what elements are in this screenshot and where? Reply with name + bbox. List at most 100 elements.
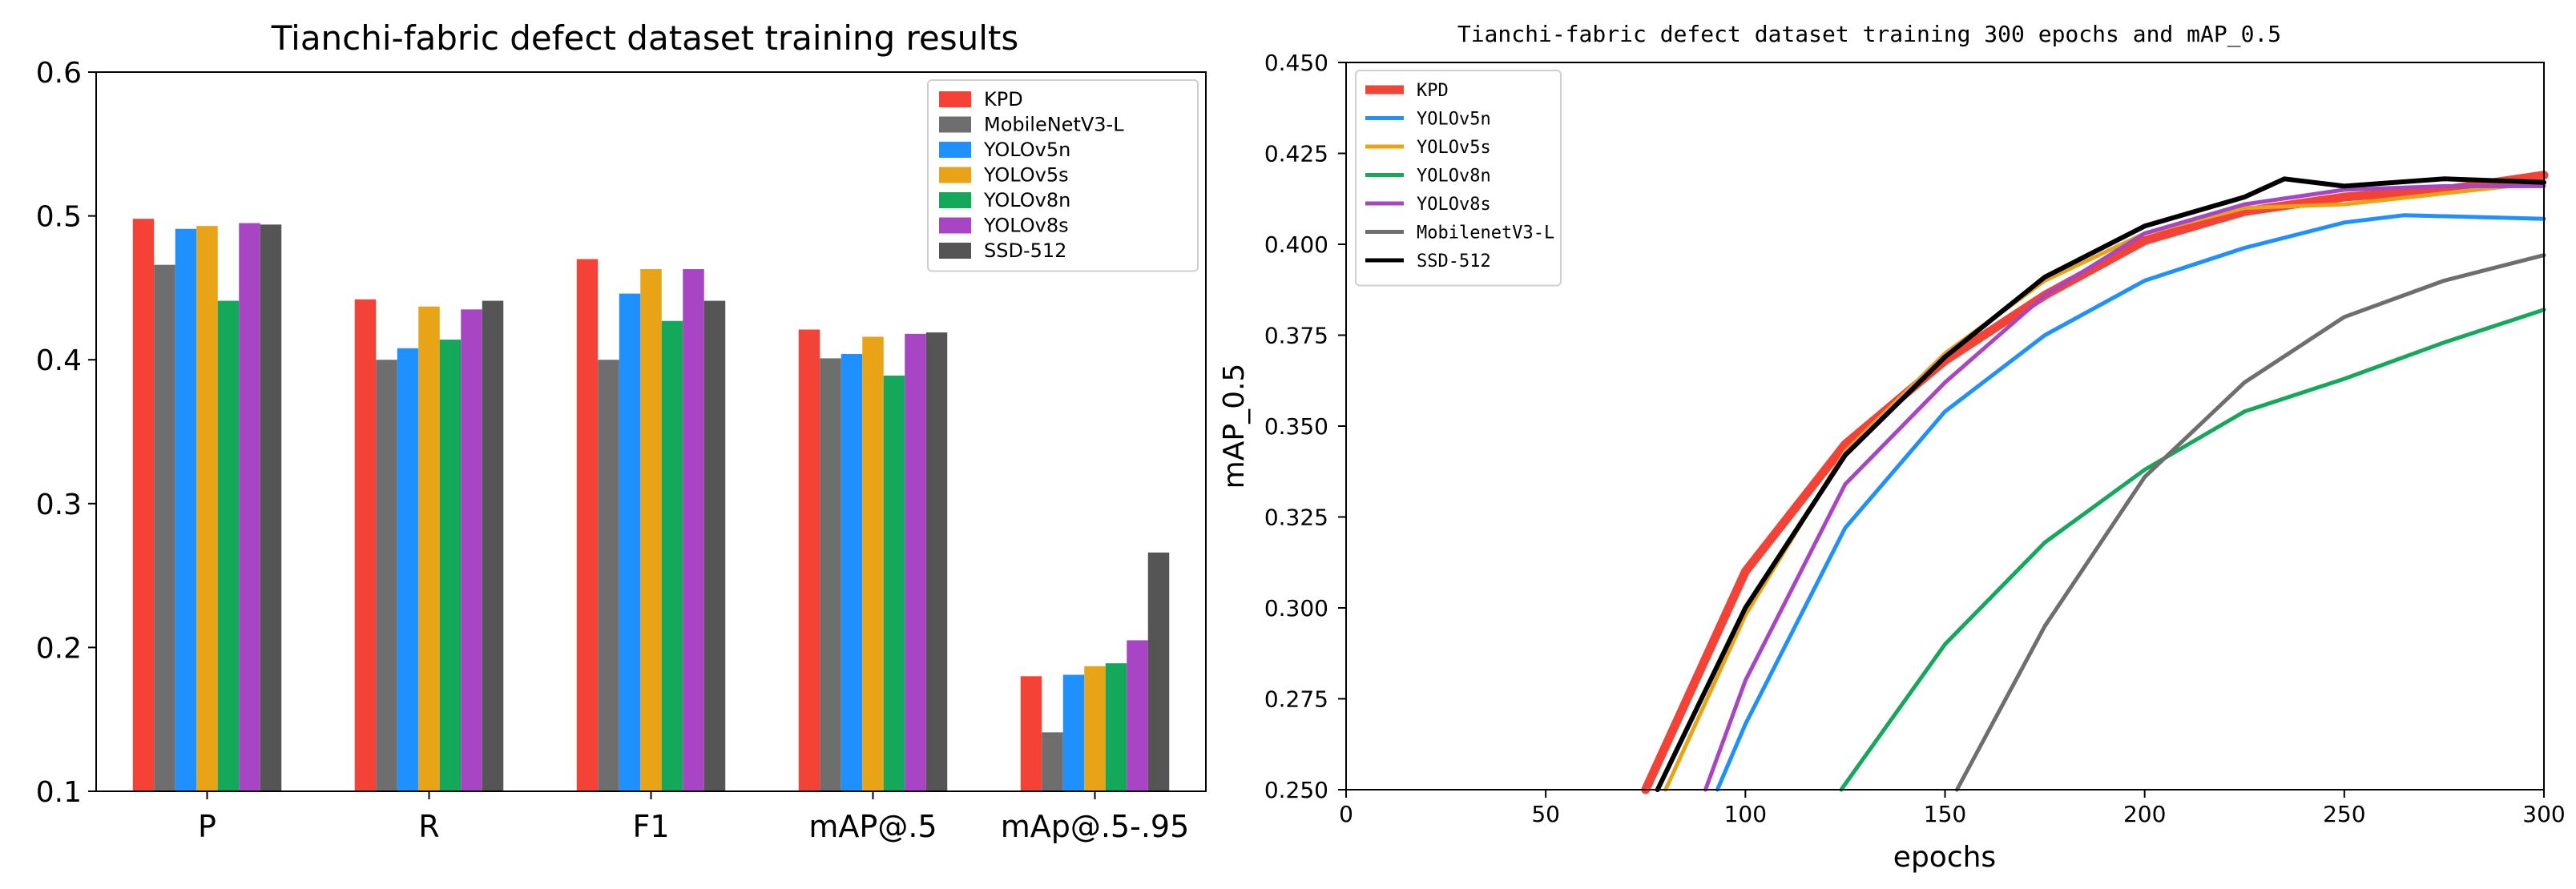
bar-kpd-map-5 (798, 329, 820, 791)
bar-yolov8s-map-5 (905, 333, 926, 791)
bar-ssd-512-map-5-95 (1147, 552, 1170, 791)
bar-x-tick-label: F1 (632, 809, 669, 844)
bar-mobilenetv3-l-f1 (598, 360, 619, 791)
bar-yolov5s-f1 (640, 269, 662, 791)
bar-kpd-r (354, 299, 377, 791)
bar-yolov5n-r (397, 348, 419, 791)
line-y-axis-label: mAP_0.5 (1218, 364, 1251, 489)
line-series-ssd-512 (1655, 176, 2546, 792)
bar-yolov8s-p (239, 223, 260, 792)
bar-yolov5n-p (175, 228, 197, 791)
legend-label-yolov5s: YOLOv5s (983, 164, 1069, 187)
legend-label-kpd: KPD (984, 88, 1023, 111)
bar-yolov8s-map-5-95 (1127, 640, 1148, 791)
line-y-tick-label: 0.300 (1264, 595, 1328, 621)
legend-label-yolov5s: YOLOv5s (1417, 138, 1491, 158)
bar-y-tick-label: 0.3 (36, 489, 82, 521)
bar-yolov5n-map-5-95 (1062, 674, 1085, 791)
line-y-tick-label: 0.450 (1264, 50, 1328, 76)
bar-x-tick-label: mAP@.5 (808, 809, 937, 844)
legend-swatch-kpd (939, 91, 971, 107)
line-series-yolov5s (1663, 180, 2546, 792)
line-chart: Tianchi-fabric defect dataset training 3… (1218, 21, 2566, 874)
bar-ssd-512-r (482, 300, 504, 792)
line-series-yolov8n (1839, 308, 2546, 792)
line-x-axis-label: epochs (1893, 841, 1996, 874)
line-plot-frame (1345, 62, 2545, 790)
bar-y-tick-label: 0.2 (36, 632, 82, 665)
legend-swatch-yolov8s (939, 217, 971, 234)
line-y-tick-label: 0.400 (1264, 231, 1328, 258)
line-y-tick-label: 0.375 (1264, 323, 1328, 349)
bar-kpd-map-5-95 (1020, 676, 1042, 791)
legend-label-yolov8n: YOLOv8n (1417, 167, 1491, 187)
line-marks (1641, 171, 2549, 794)
bar-yolov8s-r (461, 309, 482, 792)
bar-chart: Tianchi-fabric defect dataset training r… (36, 18, 1207, 844)
line-legend: KPD YOLOv5n YOLOv5s YOLOv8n YOLOv8s Mobilenet… (1355, 70, 1562, 287)
bar-marks (132, 219, 1170, 792)
bar-x-tick-label: P (198, 809, 216, 844)
bar-legend-box (927, 79, 1199, 272)
line-x-tick-label: 300 (2522, 801, 2565, 827)
bar-kpd-p (132, 219, 155, 791)
bar-plot-frame (95, 71, 1207, 792)
legend-label-yolov8n: YOLOv8n (983, 189, 1070, 211)
legend-label-yolov8s: YOLOv8s (983, 215, 1069, 237)
bar-y-axis: 0.1 0.2 0.3 0.4 0.5 0.6 (36, 57, 96, 809)
legend-swatch-mobilenetv3-l (939, 116, 971, 133)
legend-label-ssd-512: SSD-512 (1417, 251, 1491, 272)
bar-kpd-f1 (576, 259, 599, 792)
bar-yolov8s-f1 (683, 269, 704, 791)
bar-mobilenetv3-l-map-5-95 (1042, 732, 1063, 791)
line-series-kpd (1641, 171, 2549, 794)
line-y-tick-label: 0.250 (1264, 777, 1328, 803)
legend-label-mobilenetv3-l: MobilenetV3-L (1417, 223, 1554, 243)
line-x-tick-label: 250 (2323, 801, 2365, 827)
bar-mobilenetv3-l-r (376, 360, 397, 791)
bar-ssd-512-map-5 (925, 332, 948, 791)
legend-swatch-yolov5s (939, 167, 971, 183)
line-series-yolov8s (1703, 183, 2546, 792)
legend-label-yolov8s: YOLOv8s (1417, 195, 1491, 215)
legend-swatch-yolov5n (939, 142, 971, 158)
bar-yolov5n-f1 (619, 293, 641, 792)
line-y-tick-label: 0.350 (1264, 413, 1328, 440)
line-legend-box (1355, 70, 1562, 287)
bar-y-tick-label: 0.4 (36, 344, 82, 377)
legend-swatch-yolov8n (939, 192, 971, 208)
line-y-tick-label: 0.325 (1264, 505, 1328, 531)
bar-yolov8n-map-5 (883, 375, 905, 791)
line-y-tick-label: 0.275 (1264, 686, 1328, 713)
bar-y-tick-label: 0.1 (36, 776, 82, 809)
legend-label-mobilenetv3-l: MobileNetV3-L (984, 114, 1124, 136)
bar-y-tick-label: 0.6 (36, 57, 82, 90)
bar-yolov5n-map-5 (841, 354, 863, 791)
legend-label-kpd: KPD (1417, 81, 1449, 101)
bar-yolov8n-r (439, 340, 462, 791)
legend-label-yolov5n: YOLOv5n (983, 139, 1070, 161)
line-series-mobilenetv3-l (1954, 253, 2546, 792)
bar-chart-title: Tianchi-fabric defect dataset training r… (271, 18, 1018, 58)
line-x-tick-label: 150 (1924, 801, 1966, 827)
line-x-tick-label: 0 (1339, 801, 1353, 827)
line-x-axis: 0 50 100 150 200 250 300 (1339, 790, 2566, 827)
bar-x-tick-label: mAp@.5-.95 (1001, 809, 1190, 844)
line-x-tick-label: 200 (2123, 801, 2166, 827)
bar-ssd-512-p (260, 224, 282, 792)
bar-mobilenetv3-l-map-5 (820, 358, 841, 791)
bar-yolov5s-r (418, 306, 440, 791)
bar-yolov8n-f1 (661, 320, 683, 791)
line-x-tick-label: 50 (1531, 801, 1560, 827)
bar-mobilenetv3-l-p (154, 264, 175, 791)
line-chart-title: Tianchi-fabric defect dataset training 3… (1457, 21, 2281, 48)
bar-yolov5s-map-5-95 (1084, 666, 1106, 791)
bar-yolov5s-map-5 (862, 336, 884, 791)
bar-y-tick-label: 0.5 (36, 201, 82, 234)
bar-ssd-512-f1 (703, 300, 726, 792)
legend-label-ssd-512: SSD-512 (984, 239, 1066, 262)
bar-yolov8n-p (217, 300, 240, 792)
bar-yolov5s-p (196, 226, 218, 791)
